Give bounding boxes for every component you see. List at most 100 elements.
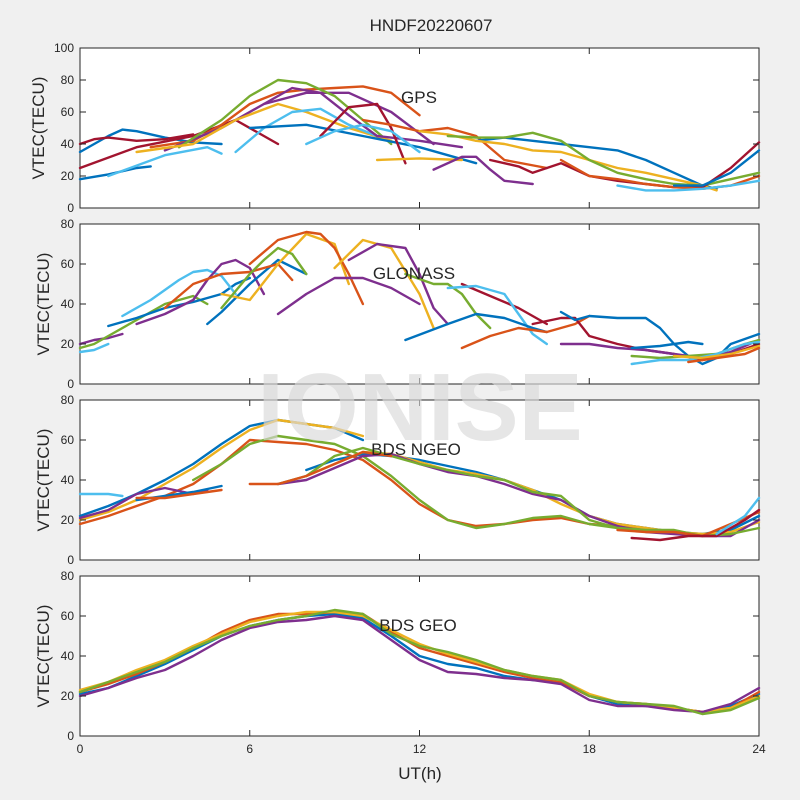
series-line xyxy=(347,242,449,326)
series-line xyxy=(474,136,718,191)
y-tick-label: 0 xyxy=(67,377,74,391)
plot-lines xyxy=(78,418,761,542)
y-axis-label: VTEC(TECU) xyxy=(34,605,53,708)
series-line xyxy=(276,446,761,538)
y-tick-label: 0 xyxy=(67,553,74,567)
series-line xyxy=(418,129,718,192)
watermark: IONISE xyxy=(257,354,582,461)
series-line xyxy=(446,284,548,346)
y-tick-label: 40 xyxy=(61,473,75,487)
series-line xyxy=(107,276,252,328)
series-line xyxy=(672,149,761,187)
x-tick-label: 6 xyxy=(246,742,253,756)
series-line xyxy=(78,418,365,522)
series-line xyxy=(78,133,195,146)
series-line xyxy=(107,145,223,178)
panel-glonass: 0 20 40 60 80 GLONASS VTEC(TECU) xyxy=(34,217,761,391)
series-line xyxy=(630,340,704,350)
series-line xyxy=(404,272,492,330)
y-tick-label: 80 xyxy=(61,73,75,87)
series-line xyxy=(715,496,761,536)
series-line xyxy=(135,488,223,500)
y-tick-label: 0 xyxy=(67,201,74,215)
series-line xyxy=(177,78,393,149)
tick-marks xyxy=(79,223,760,385)
y-tick-label: 80 xyxy=(61,393,75,407)
panel-bds-geo: 0 20 40 60 80 0 6 12 18 24 BDS GEO VTEC(TECU) xyxy=(34,569,766,756)
x-axis-label: UT(h) xyxy=(398,764,441,783)
series-line xyxy=(78,492,124,498)
series-line xyxy=(559,338,761,360)
plot-lines xyxy=(78,608,761,716)
series-line xyxy=(78,608,761,716)
plot-lines xyxy=(78,230,761,366)
series-line xyxy=(135,258,266,326)
series-line xyxy=(248,230,365,306)
y-tick-label: 60 xyxy=(61,105,75,119)
tick-labels: 0 20 40 60 80 0 6 12 18 24 xyxy=(61,569,766,756)
tick-labels: 0 20 40 60 80 100 xyxy=(54,41,74,215)
series-line xyxy=(78,614,761,714)
plot-lines xyxy=(78,78,761,192)
y-tick-label: 80 xyxy=(61,217,75,231)
y-tick-label: 80 xyxy=(61,569,75,583)
series-line xyxy=(616,179,761,192)
series-line xyxy=(460,282,548,326)
x-tick-label: 0 xyxy=(77,742,84,756)
y-axis-label: VTEC(TECU) xyxy=(29,77,48,180)
y-tick-label: 20 xyxy=(61,169,75,183)
series-line xyxy=(78,294,209,350)
panel-label: BDS NGEO xyxy=(371,440,461,459)
series-line xyxy=(220,246,308,310)
series-line xyxy=(432,155,534,186)
x-tick-label: 12 xyxy=(413,742,427,756)
panel-label: GLONASS xyxy=(373,264,455,283)
x-tick-label: 18 xyxy=(583,742,597,756)
y-tick-label: 0 xyxy=(67,729,74,743)
series-line xyxy=(333,238,435,330)
series-line xyxy=(78,342,110,354)
series-line xyxy=(78,128,223,154)
series-line xyxy=(672,344,761,360)
y-tick-label: 40 xyxy=(61,649,75,663)
series-line xyxy=(248,450,393,486)
y-tick-label: 60 xyxy=(61,257,75,271)
series-line xyxy=(78,438,647,530)
series-line xyxy=(630,508,761,542)
tick-marks xyxy=(79,47,760,209)
series-line xyxy=(305,123,421,154)
series-line xyxy=(687,346,761,364)
y-tick-label: 20 xyxy=(61,337,75,351)
tick-marks xyxy=(79,399,760,561)
series-line xyxy=(206,258,308,326)
figure-title: HNDF20220607 xyxy=(370,16,493,35)
tick-labels: 0 20 40 60 80 xyxy=(61,393,75,567)
series-line xyxy=(319,102,407,165)
series-line xyxy=(375,157,464,162)
series-line xyxy=(191,434,647,532)
y-tick-label: 20 xyxy=(61,513,75,527)
y-axis-label: VTEC(TECU) xyxy=(34,253,53,356)
y-axis-label: VTEC(TECU) xyxy=(34,429,53,532)
y-tick-label: 60 xyxy=(61,609,75,623)
series-line xyxy=(361,118,548,170)
y-tick-label: 60 xyxy=(61,433,75,447)
x-tick-label: 24 xyxy=(752,742,766,756)
series-line xyxy=(121,268,237,318)
y-tick-label: 100 xyxy=(54,41,74,55)
panel-label: BDS GEO xyxy=(379,616,456,635)
y-tick-label: 20 xyxy=(61,689,75,703)
tick-marks xyxy=(79,575,760,737)
axes-box xyxy=(79,47,760,209)
y-tick-label: 40 xyxy=(61,297,75,311)
series-line xyxy=(262,86,464,149)
panel-gps: 0 20 40 60 80 100 GPS VTEC(TECU) xyxy=(29,41,761,215)
series-line xyxy=(276,452,761,538)
series-line xyxy=(404,312,548,342)
y-tick-label: 40 xyxy=(61,137,75,151)
panel-label: GPS xyxy=(401,88,437,107)
panel-bds-ngeo: 0 20 40 60 80 BDS NGEO VTEC(TECU) xyxy=(34,393,761,567)
series-line xyxy=(248,123,478,165)
series-line xyxy=(276,276,421,316)
